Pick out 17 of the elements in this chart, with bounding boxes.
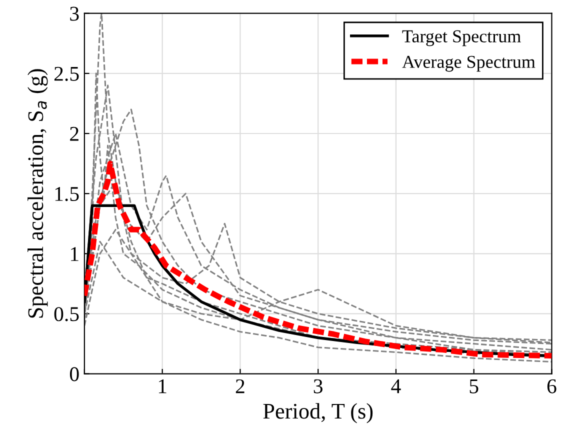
y-tick-label: 0.5	[54, 307, 79, 322]
x-tick-label: 2	[236, 379, 244, 394]
y-tick-label: 0	[70, 367, 79, 382]
x-tick-label: 3	[314, 379, 322, 394]
y-tick-label: 3	[70, 6, 79, 21]
x-tick-label: 5	[470, 379, 478, 394]
x-tick-label: 6	[547, 379, 556, 394]
x-tick-label: 4	[391, 379, 401, 394]
x-axis-title: Period, T (s)	[263, 403, 373, 424]
x-tick-label: 1	[158, 379, 166, 394]
y-tick-label: 1.5	[55, 187, 79, 202]
y-tick-label: 2	[70, 126, 78, 141]
legend-label: Target Spectrum	[402, 30, 521, 46]
y-tick-label: 1	[71, 247, 78, 261]
y-tick-label: 2.5	[54, 66, 79, 81]
y-axis-title: Spectral acceleration, S$_{a}$ (g)	[28, 69, 48, 318]
legend-label: Average Spectrum	[402, 56, 536, 72]
